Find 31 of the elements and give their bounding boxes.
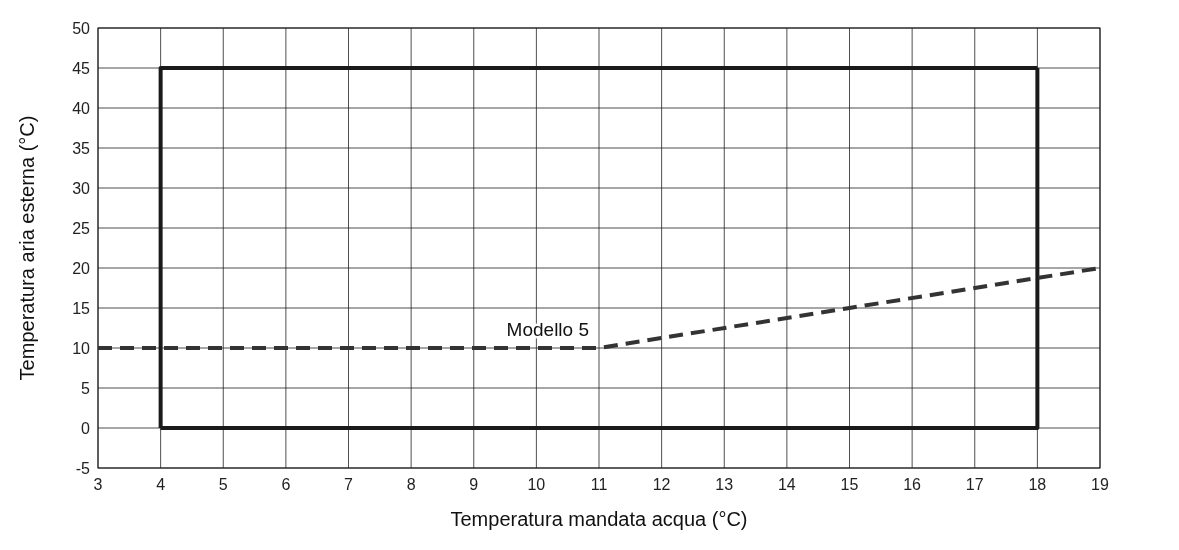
x-tick-label: 11 <box>590 476 608 493</box>
x-tick-label: 6 <box>281 476 291 493</box>
y-tick-label: 35 <box>72 140 91 157</box>
x-tick-label: 8 <box>406 476 416 493</box>
y-tick-label: 50 <box>72 20 91 37</box>
x-tick-label: 15 <box>840 476 859 493</box>
y-tick-label: 15 <box>72 300 91 317</box>
x-tick-label: 3 <box>93 476 103 493</box>
x-tick-label: 12 <box>652 476 671 493</box>
x-tick-label: 9 <box>469 476 479 493</box>
y-tick-label: 5 <box>81 380 91 397</box>
x-tick-label: 7 <box>344 476 354 493</box>
x-axis-title: Temperatura mandata acqua (°C) <box>450 508 748 530</box>
x-tick-label: 4 <box>156 476 166 493</box>
x-tick-label: 10 <box>527 476 546 493</box>
y-tick-label: -5 <box>75 460 91 477</box>
x-tick-label: 19 <box>1091 476 1109 493</box>
x-tick-label: 16 <box>903 476 922 493</box>
x-tick-label: 18 <box>1028 476 1047 493</box>
y-tick-label: 40 <box>72 100 91 117</box>
y-tick-label: 30 <box>72 180 91 197</box>
y-tick-label: 25 <box>72 220 91 237</box>
x-tick-label: 14 <box>777 476 796 493</box>
y-tick-label: 0 <box>81 420 91 437</box>
x-tick-label: 17 <box>965 476 984 493</box>
x-tick-label: 5 <box>218 476 228 493</box>
y-axis-title: Temperatura aria esterna (°C) <box>16 115 38 381</box>
x-tick-label: 13 <box>715 476 734 493</box>
y-tick-label: 45 <box>72 60 91 77</box>
y-tick-label: 10 <box>72 340 91 357</box>
y-tick-label: 20 <box>72 260 91 277</box>
